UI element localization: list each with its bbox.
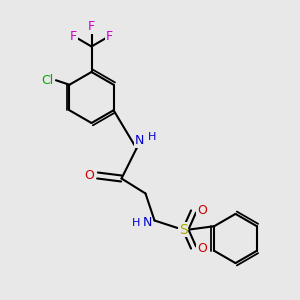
Text: F: F — [70, 29, 77, 43]
Text: F: F — [106, 29, 113, 43]
Text: O: O — [84, 169, 94, 182]
Text: H: H — [148, 132, 156, 142]
Text: O: O — [197, 203, 207, 217]
Text: O: O — [197, 242, 207, 256]
Text: H: H — [132, 218, 140, 228]
Text: N: N — [135, 134, 144, 148]
Text: F: F — [88, 20, 95, 34]
Text: Cl: Cl — [41, 74, 53, 87]
Text: S: S — [178, 223, 188, 236]
Text: N: N — [142, 216, 152, 230]
